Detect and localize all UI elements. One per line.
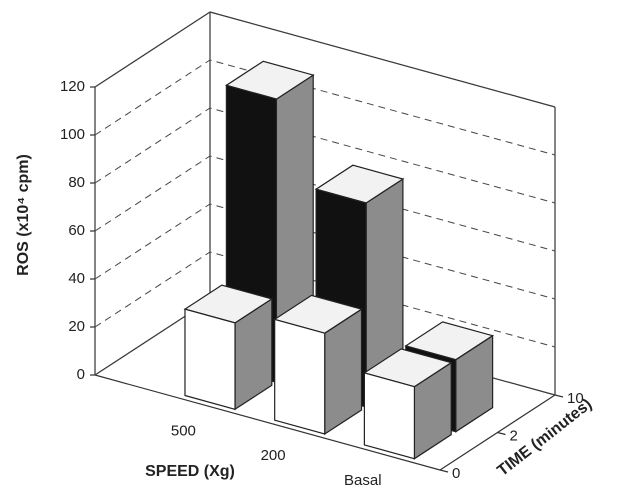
y-tick-label: 60 bbox=[68, 222, 85, 239]
y-tick-label: 0 bbox=[77, 366, 85, 383]
grid-line bbox=[94, 59, 556, 156]
grid-line bbox=[94, 251, 556, 348]
grid-line bbox=[94, 107, 556, 204]
y-axis-title: ROS (x10⁴ cpm) bbox=[15, 154, 32, 276]
bar bbox=[184, 308, 236, 411]
grid-line bbox=[94, 155, 556, 252]
y-tick-label: 80 bbox=[68, 174, 85, 191]
grid-line bbox=[94, 203, 556, 300]
floor-edge bbox=[94, 374, 441, 471]
x-tick-label: 200 bbox=[261, 447, 286, 464]
z-tick bbox=[497, 431, 506, 436]
y-tick-label: 40 bbox=[68, 270, 85, 287]
z-tick bbox=[554, 394, 564, 398]
x-tick-label: Basal bbox=[344, 472, 382, 489]
x-tick-label: 500 bbox=[171, 422, 196, 439]
bar bbox=[363, 372, 416, 460]
z-tick-label: 10 bbox=[567, 390, 584, 407]
z-tick-label: 0 bbox=[452, 465, 460, 482]
x-axis-title: SPEED (Xg) bbox=[145, 463, 235, 480]
z-tick-label: 2 bbox=[510, 427, 518, 444]
y-tick-label: 120 bbox=[60, 78, 85, 95]
grid-line bbox=[94, 11, 556, 108]
z-tick bbox=[439, 469, 449, 473]
y-tick-label: 100 bbox=[60, 126, 85, 143]
bar bbox=[274, 318, 326, 435]
y-tick-label: 20 bbox=[68, 318, 85, 335]
